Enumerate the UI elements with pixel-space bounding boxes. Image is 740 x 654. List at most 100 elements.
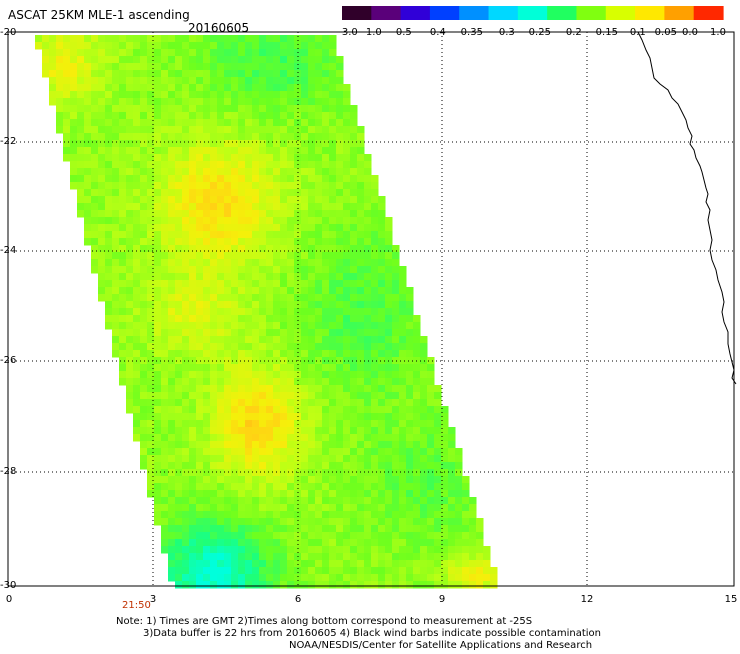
swath-cell: [343, 161, 351, 169]
swath-cell: [322, 406, 330, 414]
swath-cell: [329, 252, 337, 260]
swath-cell: [224, 546, 232, 554]
swath-cell: [280, 294, 288, 302]
swath-cell: [182, 399, 190, 407]
swath-cell: [77, 175, 85, 183]
swath-cell: [119, 364, 127, 372]
swath-cell: [231, 154, 239, 162]
swath-cell: [238, 560, 246, 568]
swath-cell: [420, 560, 428, 568]
swath-cell: [329, 329, 337, 337]
swath-cell: [217, 189, 225, 197]
swath-cell: [294, 434, 302, 442]
swath-cell: [287, 357, 295, 365]
swath-cell: [301, 238, 309, 246]
swath-cell: [259, 168, 267, 176]
swath-cell: [273, 546, 281, 554]
swath-cell: [119, 105, 127, 113]
swath-cell: [336, 91, 344, 99]
swath-cell: [350, 280, 358, 288]
swath-cell: [378, 224, 386, 232]
swath-cell: [266, 196, 274, 204]
swath-cell: [287, 105, 295, 113]
swath-cell: [259, 329, 267, 337]
swath-cell: [329, 427, 337, 435]
swath-cell: [105, 161, 113, 169]
swath-cell: [266, 483, 274, 491]
swath-cell: [196, 546, 204, 554]
swath-cell: [329, 77, 337, 85]
swath-cell: [182, 406, 190, 414]
swath-cell: [175, 259, 183, 267]
swath-cell: [119, 112, 127, 120]
swath-cell: [287, 350, 295, 358]
swath-cell: [406, 462, 414, 470]
swath-cell: [308, 350, 316, 358]
swath-cell: [378, 280, 386, 288]
swath-cell: [287, 567, 295, 575]
swath-cell: [210, 476, 218, 484]
swath-cell: [336, 182, 344, 190]
swath-cell: [231, 161, 239, 169]
swath-cell: [112, 217, 120, 225]
swath-cell: [322, 511, 330, 519]
swath-cell: [217, 287, 225, 295]
swath-cell: [133, 168, 141, 176]
swath-cell: [245, 84, 253, 92]
swath-cell: [399, 364, 407, 372]
swath-cell: [399, 504, 407, 512]
swath-cell: [189, 217, 197, 225]
swath-cell: [266, 364, 274, 372]
swath-cell: [168, 511, 176, 519]
swath-cell: [343, 574, 351, 582]
swath-cell: [140, 126, 148, 134]
swath-cell: [63, 112, 71, 120]
swath-cell: [189, 224, 197, 232]
swath-cell: [301, 266, 309, 274]
swath-cell: [168, 350, 176, 358]
swath-cell: [301, 245, 309, 253]
swath-cell: [203, 168, 211, 176]
swath-cell: [84, 70, 92, 78]
swath-cell: [70, 98, 78, 106]
swath-cell: [399, 266, 407, 274]
swath-cell: [196, 119, 204, 127]
swath-cell: [140, 168, 148, 176]
swath-cell: [385, 350, 393, 358]
swath-cell: [336, 217, 344, 225]
swath-cell: [140, 329, 148, 337]
swath-cell: [252, 581, 260, 589]
swath-cell: [371, 525, 379, 533]
swath-cell: [140, 175, 148, 183]
swath-cell: [322, 140, 330, 148]
swath-cell: [420, 511, 428, 519]
swath-cell: [224, 238, 232, 246]
swath-cell: [406, 483, 414, 491]
swath-cell: [175, 567, 183, 575]
swath-cell: [63, 77, 71, 85]
swath-cell: [392, 406, 400, 414]
swath-cell: [238, 546, 246, 554]
swath-cell: [238, 497, 246, 505]
swath-cell: [287, 504, 295, 512]
swath-cell: [322, 70, 330, 78]
swath-cell: [273, 364, 281, 372]
swath-cell: [322, 476, 330, 484]
swath-cell: [462, 553, 470, 561]
swath-cell: [273, 532, 281, 540]
swath-cell: [161, 140, 169, 148]
swath-cell: [238, 511, 246, 519]
swath-cell: [371, 336, 379, 344]
swath-cell: [308, 182, 316, 190]
swath-cell: [462, 546, 470, 554]
swath-cell: [399, 273, 407, 281]
swath-cell: [455, 497, 463, 505]
swath-cell: [378, 378, 386, 386]
swath-cell: [406, 448, 414, 456]
swath-cell: [266, 126, 274, 134]
swath-cell: [329, 364, 337, 372]
swath-cell: [294, 455, 302, 463]
swath-cell: [287, 84, 295, 92]
swath-cell: [252, 266, 260, 274]
swath-cell: [140, 301, 148, 309]
